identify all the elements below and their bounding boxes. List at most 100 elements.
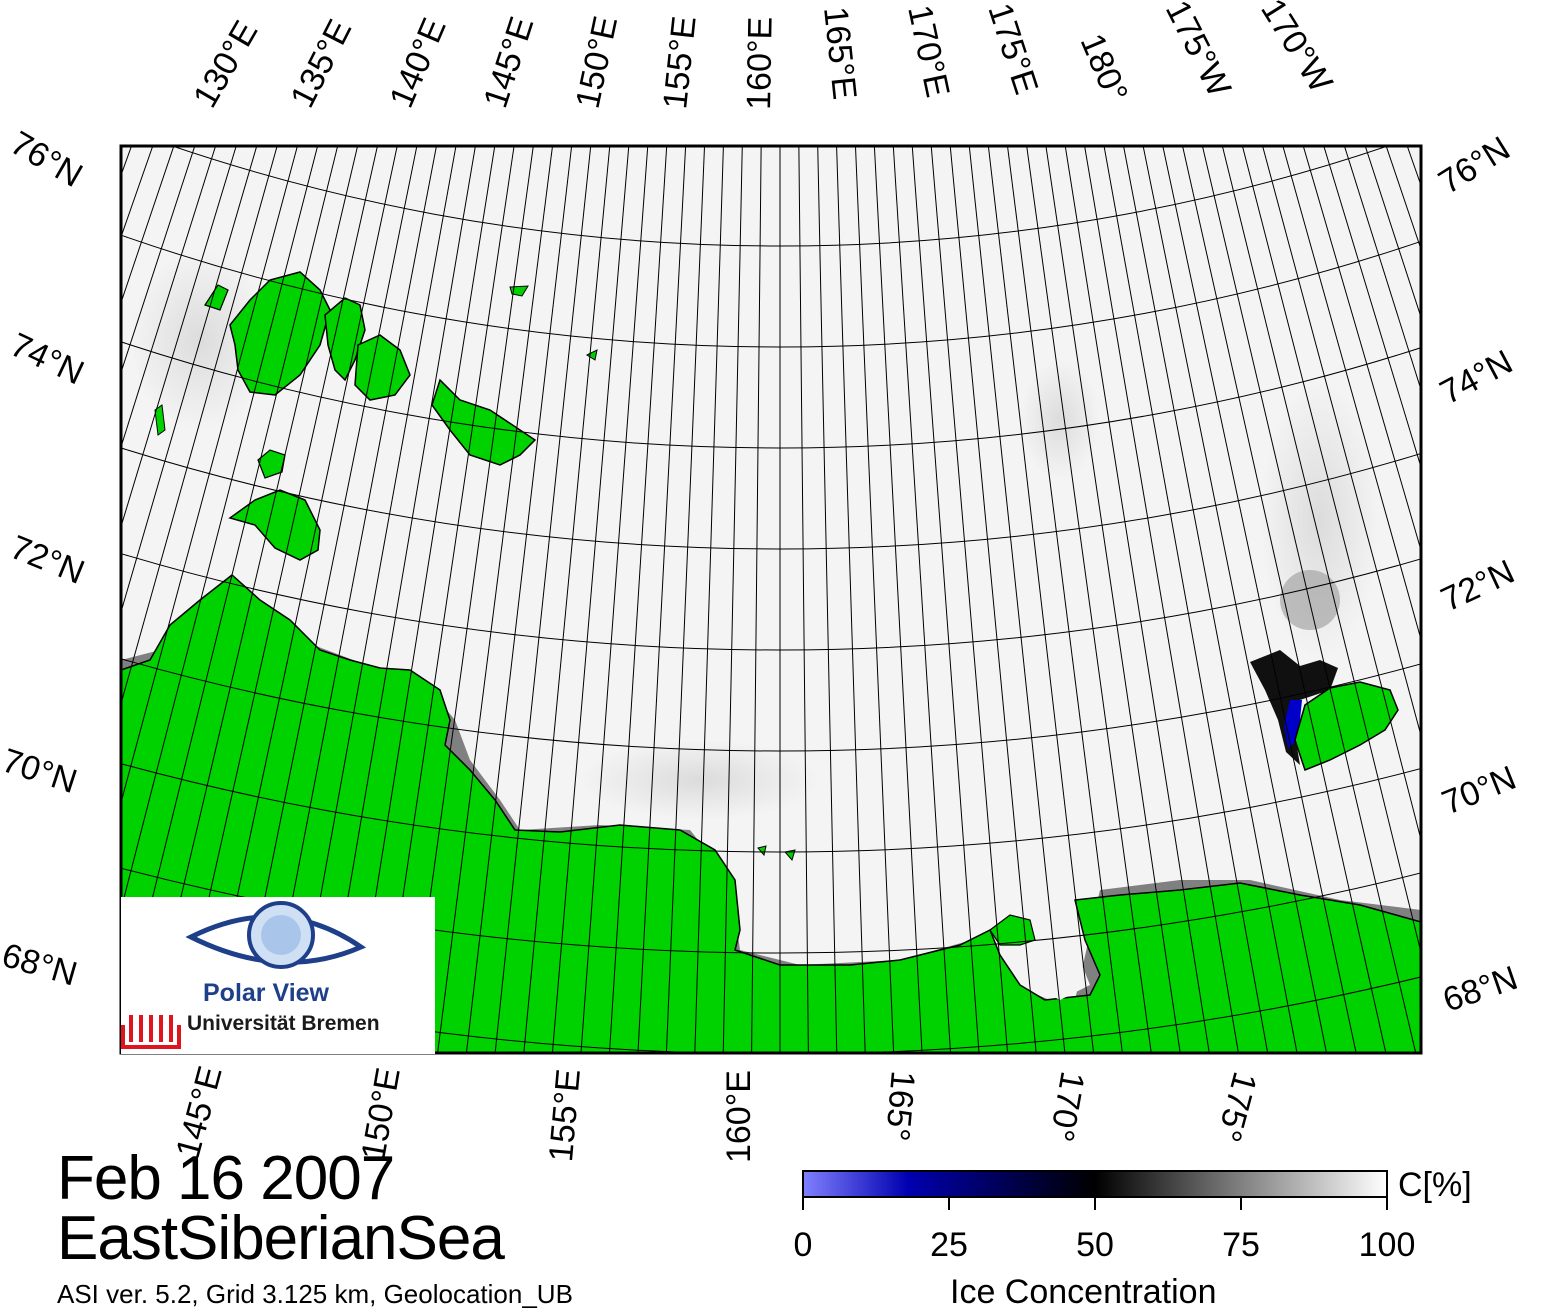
region-title: EastSiberianSea <box>57 1204 505 1273</box>
meridian-line <box>121 146 237 529</box>
lat-label-right: 74°N <box>1434 343 1519 412</box>
meridian-line <box>949 146 1037 1053</box>
meridian-line <box>637 146 687 1053</box>
meridian-line <box>892 146 952 1053</box>
lon-label-top: 135°E <box>283 14 359 114</box>
meridian-line <box>968 146 1066 1053</box>
meridian-line <box>722 146 743 1053</box>
lat-label-right: 72°N <box>1435 553 1520 620</box>
lon-label-top: 140°E <box>382 13 453 113</box>
meridian-line <box>694 146 724 1053</box>
meridian-line <box>1006 146 1123 1053</box>
meridian-line <box>751 146 762 1053</box>
meridian-line <box>836 146 866 1053</box>
lon-label-top: 165°E <box>816 5 864 101</box>
lon-label-top: 175°E <box>980 0 1045 99</box>
meridian-line <box>911 146 980 1053</box>
meridian-line <box>873 146 923 1053</box>
jeannette-island <box>509 285 529 297</box>
meridian-line <box>321 146 476 1053</box>
meridian-line <box>121 146 196 375</box>
stolbovoy-island <box>257 449 286 479</box>
meridian-line <box>1282 146 1421 642</box>
map-frame <box>119 144 1423 1055</box>
lon-label-top: 160°E <box>740 16 780 110</box>
meridian-line <box>1364 146 1421 319</box>
lat-label-right: 70°N <box>1437 759 1522 823</box>
meridian-line <box>494 146 592 1053</box>
lat-label-left: 76°N <box>4 124 89 195</box>
meridian-line <box>523 146 611 1053</box>
meridian-line <box>121 146 154 239</box>
small-island <box>154 404 166 436</box>
lon-label-top: 170°W <box>1253 0 1340 99</box>
meridian-line <box>173 146 378 1053</box>
meridian-line <box>665 146 706 1053</box>
colorbar-ticks <box>802 1197 1388 1210</box>
lon-label-bottom: 175° <box>1209 1068 1264 1146</box>
lat-label-left: 68°N <box>0 936 81 993</box>
meridian-line <box>1045 146 1181 1053</box>
colorbar-tick-label: 75 <box>1222 1226 1260 1264</box>
meridian-line <box>551 146 630 1053</box>
lon-label-top: 170°E <box>900 2 957 101</box>
meridian-line <box>121 146 217 449</box>
lon-label-top: 130°E <box>186 14 265 114</box>
meridian-line <box>121 146 319 912</box>
polar-view-logo: Polar View Universität Bremen <box>121 897 435 1054</box>
meridian-line <box>1142 146 1328 1053</box>
bear-island <box>784 849 796 862</box>
meridian-line <box>1323 146 1421 469</box>
meridian-line <box>232 146 418 1053</box>
meridian-line <box>1262 146 1421 738</box>
meridian-line <box>580 146 649 1053</box>
new-siberia-island <box>431 378 537 466</box>
meridian-line <box>121 146 175 305</box>
meridian-line <box>379 146 515 1053</box>
meridian-line <box>817 146 838 1053</box>
meridian-line <box>1084 146 1239 1053</box>
colorbar-unit: C[%] <box>1398 1166 1472 1204</box>
meridian-line <box>1241 146 1421 842</box>
colorbar-tick-label: 25 <box>930 1226 968 1264</box>
colorbar <box>802 1170 1388 1198</box>
logo-university: Universität Bremen <box>187 1012 380 1035</box>
eye-icon <box>121 901 367 1049</box>
meridian-line <box>798 146 809 1053</box>
meridian-line <box>608 146 668 1053</box>
lon-label-bottom: 165° <box>878 1069 922 1142</box>
lon-label-top: 175°W <box>1158 0 1238 103</box>
meridian-line <box>1385 146 1421 251</box>
meridian-line <box>987 146 1095 1053</box>
small-island <box>585 349 598 361</box>
lon-label-top: 155°E <box>656 14 704 110</box>
meridian-line <box>143 146 359 1053</box>
meridian-line <box>465 146 573 1053</box>
date-title: Feb 16 2007 <box>57 1144 395 1213</box>
lon-label-top: 145°E <box>476 12 541 112</box>
colorbar-title: Ice Concentration <box>950 1273 1217 1311</box>
lat-label-left: 70°N <box>0 741 82 801</box>
meridian-line <box>1182 146 1387 1053</box>
meridian-line <box>1201 146 1417 1053</box>
meridian-line <box>262 146 437 1053</box>
meridian-line <box>1026 146 1152 1053</box>
meridian-line <box>437 146 554 1053</box>
meridian-line <box>291 146 457 1053</box>
colorbar-tick-label: 50 <box>1076 1226 1114 1264</box>
meridian-line <box>1508 0 1542 1096</box>
meridian-line <box>1103 146 1269 1053</box>
meridian-line <box>930 146 1009 1053</box>
meridian-line <box>1123 146 1298 1053</box>
wrangel-island <box>1294 681 1399 771</box>
lon-label-bottom: 170° <box>1042 1069 1092 1145</box>
lon-label-top: 150°E <box>569 13 626 112</box>
meridian-line <box>1064 146 1210 1053</box>
meridian-line <box>1343 146 1421 392</box>
meridian-line <box>1221 146 1421 955</box>
meridian-line <box>350 146 496 1053</box>
lat-label-right: 68°N <box>1438 959 1522 1020</box>
lat-label-right: 76°N <box>1432 129 1517 201</box>
